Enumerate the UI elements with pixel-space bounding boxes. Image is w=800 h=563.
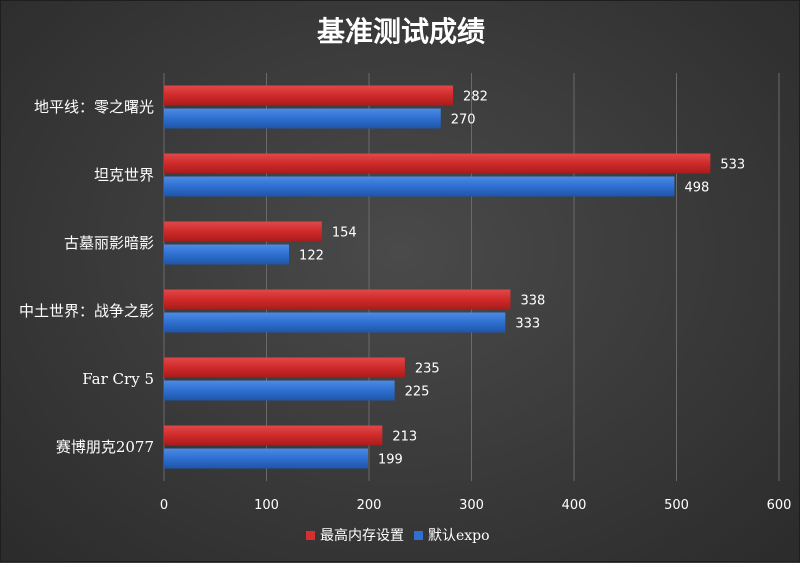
bar-default-expo	[164, 448, 368, 469]
bar-max-memory	[164, 221, 322, 242]
chart-title: 基准测试成绩	[317, 15, 485, 48]
bar-max-memory	[164, 153, 711, 174]
data-label: 338	[520, 294, 545, 309]
data-label: 282	[463, 90, 488, 105]
bar-default-expo	[164, 108, 441, 129]
data-label: 235	[415, 362, 440, 377]
x-tick-label: 500	[664, 498, 689, 513]
category-label: 地平线：零之曙光	[34, 98, 154, 116]
grid	[163, 73, 780, 481]
legend-label: 最高内存设置	[320, 527, 404, 544]
data-label: 333	[515, 317, 540, 332]
x-tick-label: 300	[459, 498, 484, 513]
x-axis-ticks: 0 100 200 300 400 500 600	[160, 498, 792, 513]
bar-max-memory	[164, 85, 454, 106]
legend-swatch	[414, 531, 423, 540]
x-tick-label: 100	[254, 498, 279, 513]
category-label: 中土世界：战争之影	[19, 302, 154, 320]
bar-default-expo	[164, 380, 395, 401]
bars: 282 270 533 498 154 122 338 333 235 225 213 199	[164, 85, 745, 469]
bar-default-expo	[164, 176, 675, 197]
data-label: 270	[451, 113, 476, 128]
bar-default-expo	[164, 244, 290, 265]
x-tick-label: 600	[767, 498, 792, 513]
data-label: 533	[720, 158, 745, 173]
data-label: 213	[392, 430, 417, 445]
x-tick-label: 0	[160, 498, 168, 513]
category-label: 赛博朋克2077	[56, 438, 154, 456]
bar-max-memory	[164, 289, 511, 310]
legend-swatch	[306, 531, 315, 540]
data-label: 225	[405, 385, 430, 400]
x-tick-label: 200	[357, 498, 382, 513]
data-label: 154	[332, 226, 357, 241]
legend: 最高内存设置 默认expo	[306, 527, 490, 544]
data-label: 122	[299, 249, 324, 264]
bar-max-memory	[164, 357, 405, 378]
category-label: 古墓丽影暗影	[64, 234, 154, 252]
bar-default-expo	[164, 312, 506, 333]
x-tick-label: 400	[562, 498, 587, 513]
category-label: 坦克世界	[94, 166, 154, 184]
bar-max-memory	[164, 425, 383, 446]
data-label: 199	[378, 453, 403, 468]
data-label: 498	[684, 181, 709, 196]
legend-label: 默认expo	[428, 528, 490, 544]
category-label: Far Cry 5	[82, 370, 154, 388]
